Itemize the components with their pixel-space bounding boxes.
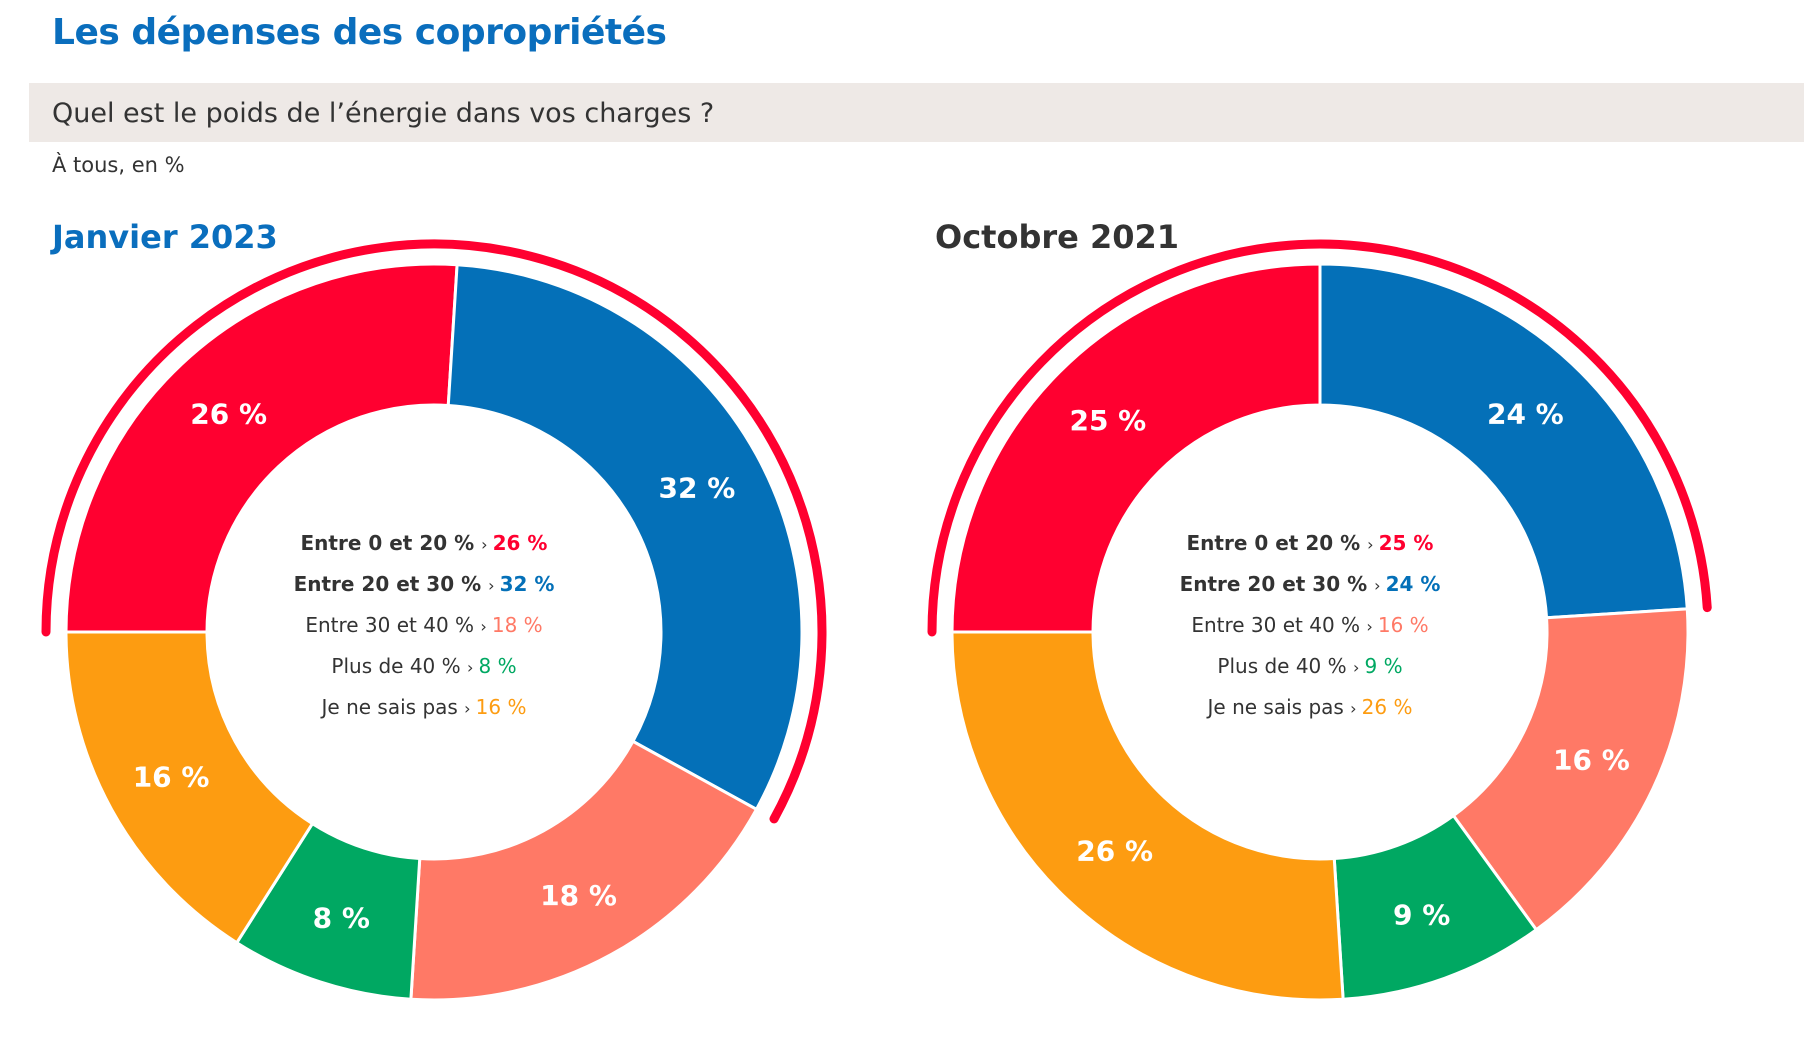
question-text: Quel est le poids de l’énergie dans vos … [52,98,715,129]
page-title: Les dépenses des copropriétés [52,12,667,53]
donut-slice [950,262,1322,634]
highlight-arc [927,239,1712,637]
legend-entry: Entre 20 et 30 % › 24 % [1180,572,1441,596]
donut-slice [1451,607,1690,932]
highlight-arc [41,239,827,824]
donut-slice [64,630,315,945]
chart-title: Janvier 2023 [50,218,278,256]
legend-entry: Entre 0 et 20 % › 26 % [301,531,548,555]
slice-value-label: 8 % [313,901,370,934]
slice-value-label: 16 % [133,761,210,794]
slice-value-label: 32 % [659,471,736,504]
legend-entry: Je ne sais pas › 26 % [1206,695,1413,719]
slice-value-label: 24 % [1487,397,1564,430]
legend-entry: Plus de 40 % › 9 % [1217,654,1402,678]
donut-slice [1318,262,1689,620]
donut-slice [64,262,459,634]
slice-value-label: 26 % [190,397,267,430]
chart-title: Octobre 2021 [935,218,1179,256]
slice-value-label: 18 % [540,879,617,912]
question-band: Quel est le poids de l’énergie dans vos … [29,83,1804,142]
donut-slice [409,739,759,1002]
slice-value-label: 9 % [1393,898,1450,931]
legend-entry: Entre 30 et 40 % › 16 % [1191,613,1428,637]
donut-slice [446,263,804,812]
legend-entry: Je ne sais pas › 16 % [320,695,527,719]
slice-value-label: 16 % [1553,744,1630,777]
base-note: À tous, en % [52,153,185,177]
legend-entry: Entre 0 et 20 % › 25 % [1187,531,1434,555]
donut-slice [950,630,1345,1002]
legend-entry: Plus de 40 % › 8 % [331,654,516,678]
legend-entry: Entre 30 et 40 % › 18 % [305,613,542,637]
slice-value-label: 25 % [1069,404,1146,437]
legend-entry: Entre 20 et 30 % › 32 % [294,572,555,596]
slice-value-label: 26 % [1076,835,1153,868]
